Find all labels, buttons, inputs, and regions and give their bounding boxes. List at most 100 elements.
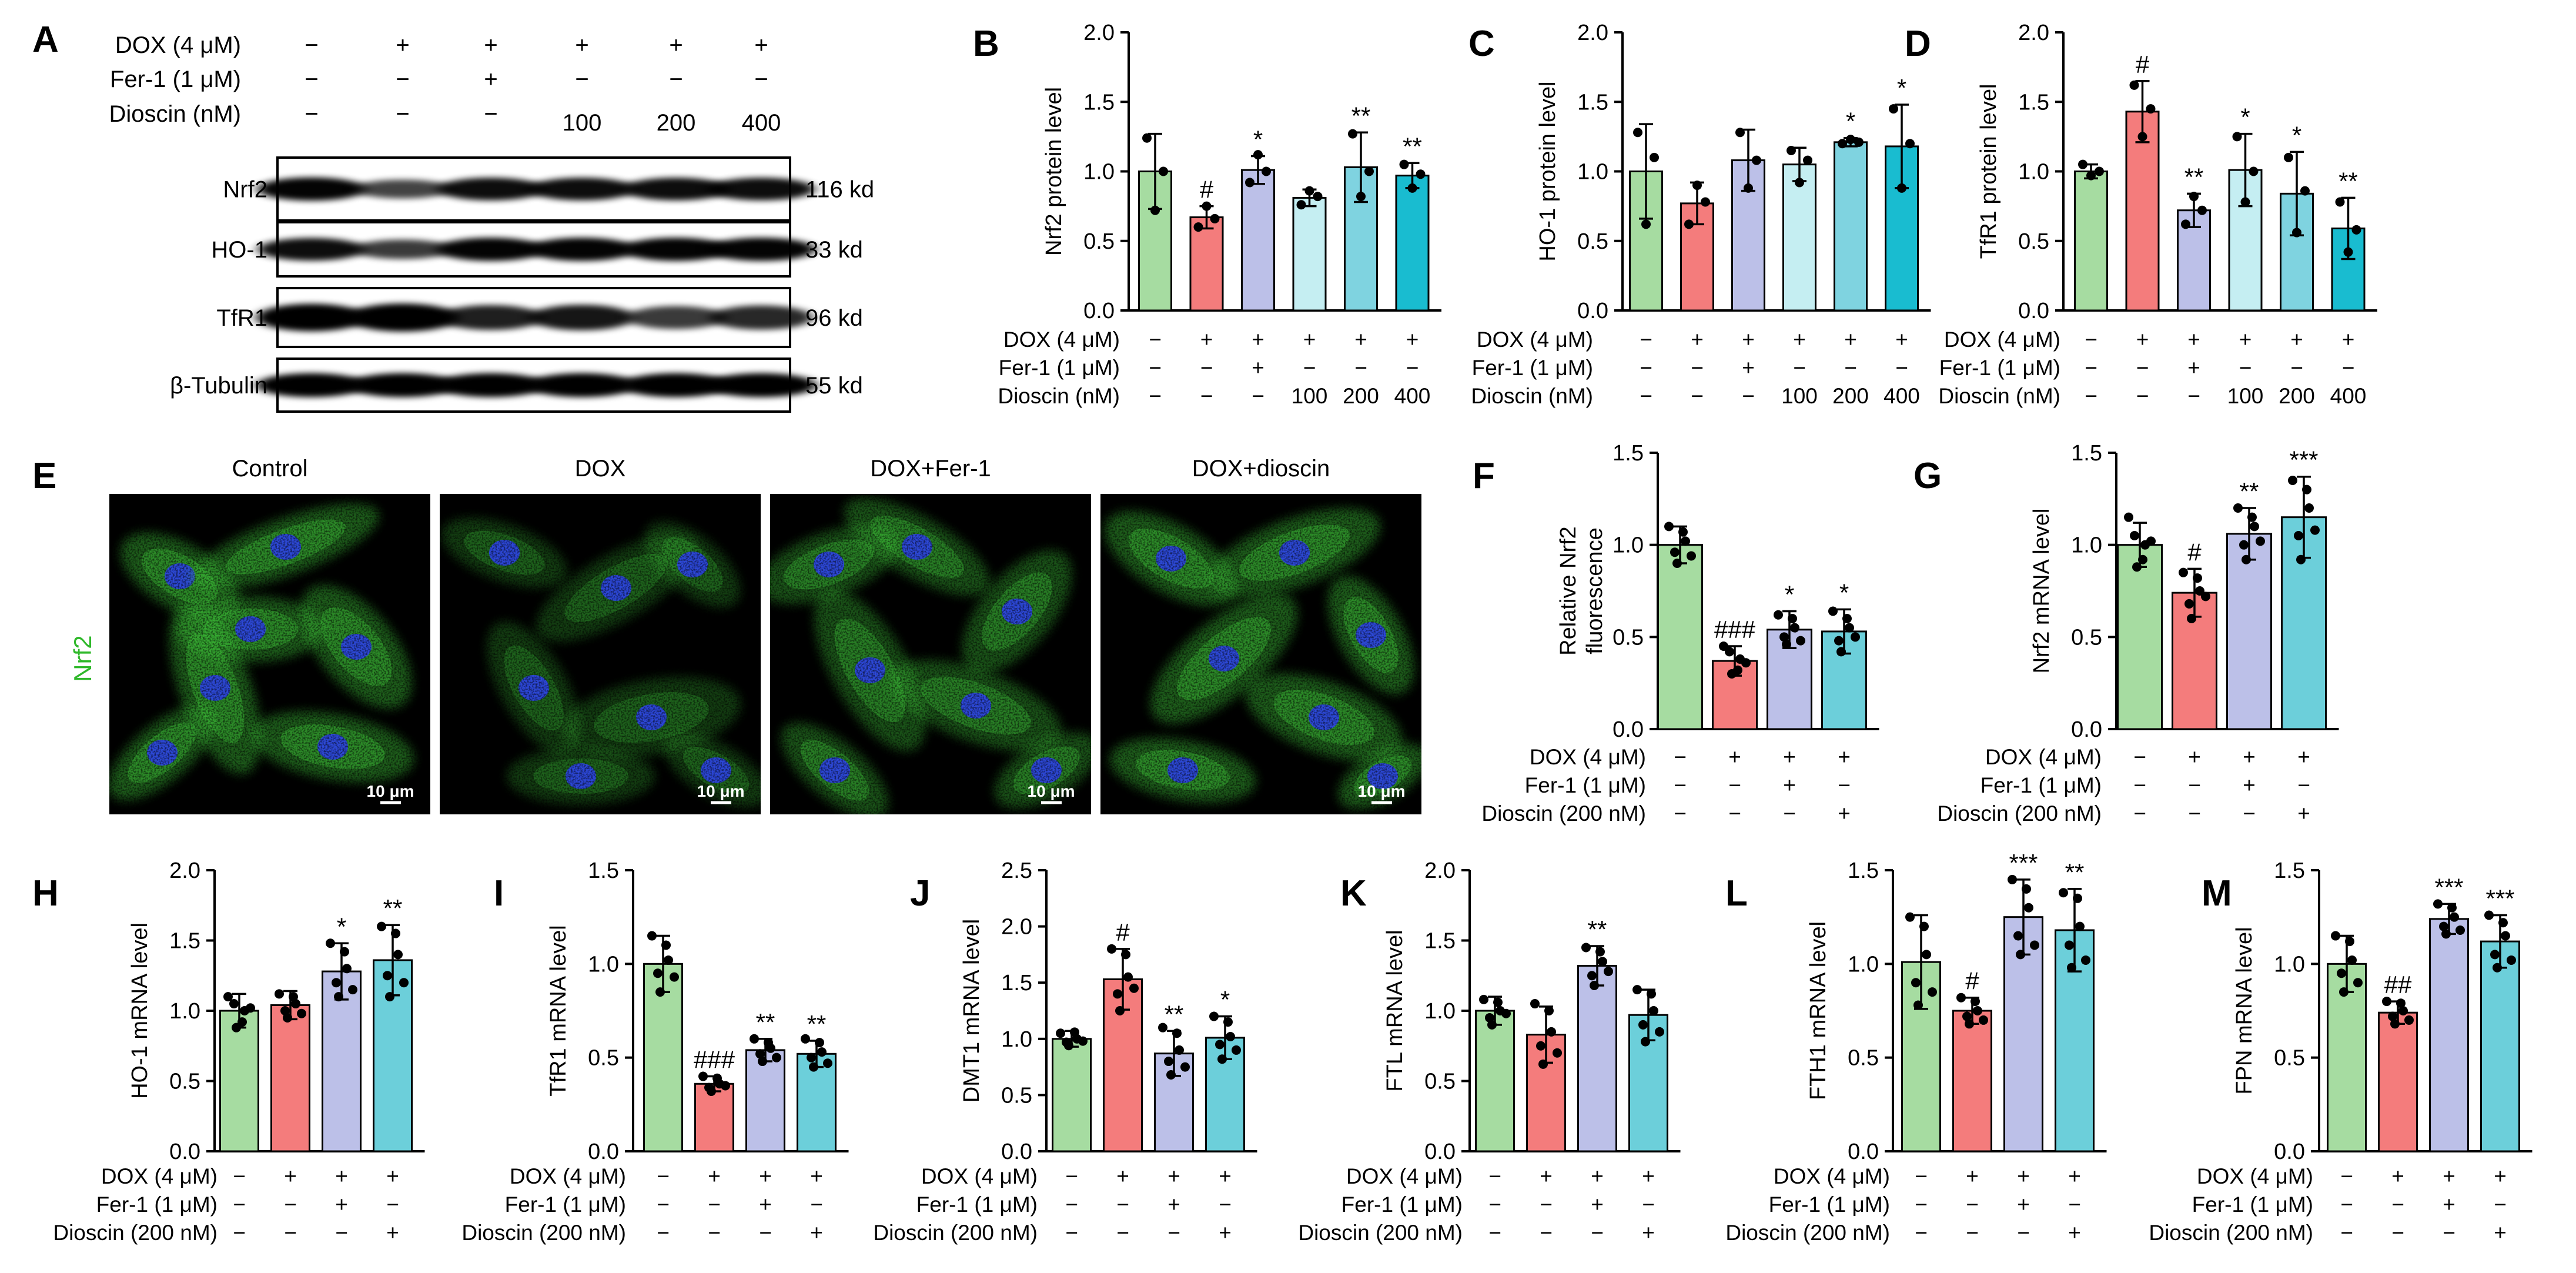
y-tick-label: 2.0 [1424, 858, 1456, 883]
treatment-value: − [396, 101, 409, 127]
data-point [2441, 929, 2451, 939]
panel-letter: M [2202, 873, 2232, 914]
treatment-label: Fer-1 (1 μM) [505, 1192, 626, 1217]
data-point [801, 1034, 810, 1044]
y-axis-label: Nrf2 mRNA level [2029, 509, 2054, 674]
treatment-value: + [335, 1192, 348, 1217]
data-point [1965, 1019, 1974, 1029]
data-point [1641, 1037, 1650, 1047]
data-point [2343, 247, 2353, 257]
treatment-value: 100 [1292, 384, 1328, 408]
treatment-value: 100 [1781, 384, 1818, 408]
treatment-value: + [810, 1164, 823, 1188]
data-point [1210, 213, 1220, 223]
data-point [2138, 554, 2147, 564]
data-point [2233, 503, 2243, 513]
treatment-value: 200 [657, 110, 696, 136]
data-point [1232, 1045, 1241, 1055]
confocal-image: 10 μm [770, 494, 1091, 814]
bar [1475, 1010, 1515, 1152]
panel-letter: D [1905, 24, 1931, 64]
speckle [1100, 494, 1421, 814]
data-point [1719, 641, 1728, 651]
data-point [1725, 647, 1734, 657]
panel-a-letter: A [32, 19, 59, 60]
data-point [2239, 540, 2249, 550]
treatment-value: − [2342, 356, 2355, 380]
data-point [1670, 547, 1680, 557]
data-point [2232, 132, 2242, 142]
y-tick-label: 2.0 [1577, 21, 1608, 45]
panel-letter: L [1725, 873, 1748, 914]
treatment-value: + [2017, 1192, 2030, 1217]
treatment-value: + [1838, 745, 1851, 769]
treatment-label: Fer-1 (1 μM) [110, 66, 241, 92]
data-point [1553, 1048, 1562, 1058]
treatment-label: Dioscin (nM) [109, 101, 241, 127]
treatment-label: DOX (4 μM) [1774, 1164, 1890, 1188]
y-tick-label: 1.0 [1424, 999, 1456, 1024]
blot-band [621, 373, 731, 397]
bar [1395, 175, 1430, 312]
data-point [2130, 531, 2139, 540]
treatment-value: − [2340, 1221, 2353, 1245]
treatment-value: − [1065, 1164, 1078, 1188]
data-point [2284, 152, 2293, 162]
treatment-value: − [657, 1192, 670, 1217]
y-axis-label: HO-1 protein level [1535, 81, 1560, 261]
significance-label: * [2292, 121, 2301, 149]
blot-band [353, 179, 452, 199]
blot-protein-label: HO-1 [211, 237, 267, 263]
treatment-value: + [708, 1164, 721, 1188]
significance-label: ** [807, 1010, 827, 1038]
data-point [1655, 1027, 1664, 1037]
bar [2429, 918, 2469, 1152]
treatment-label: Fer-1 (1 μM) [96, 1192, 218, 1217]
data-point [377, 921, 386, 931]
treatment-value: 200 [1343, 384, 1379, 408]
blot-size-label: 55 kd [805, 373, 863, 399]
data-point [1245, 178, 1254, 188]
treatment-value: 400 [1884, 384, 1920, 408]
treatment-value: − [233, 1221, 246, 1245]
data-point [2300, 186, 2310, 196]
treatment-value: + [335, 1164, 348, 1188]
treatment-value: + [484, 32, 497, 58]
y-tick-label: 1.5 [1577, 90, 1608, 115]
data-point [2484, 910, 2494, 920]
panel-letter: C [1468, 24, 1495, 64]
data-point [661, 940, 671, 950]
treatment-value: − [1742, 384, 1755, 408]
treatment-value: − [2391, 1221, 2404, 1245]
treatment-value: − [1783, 801, 1796, 826]
data-point [1493, 997, 1503, 1007]
data-point [1485, 1013, 1494, 1023]
treatment-value: − [305, 32, 318, 58]
treatment-value: + [2443, 1164, 2455, 1188]
y-tick-label: 0.5 [1083, 229, 1115, 254]
significance-label: # [1200, 176, 1214, 203]
treatment-value: + [1642, 1221, 1655, 1245]
data-point [1159, 166, 1168, 176]
y-tick-label: 0.5 [1001, 1083, 1032, 1108]
data-point [2337, 968, 2346, 978]
blot-band [353, 239, 453, 259]
data-point [399, 978, 409, 988]
panel-letter: J [910, 873, 930, 914]
bar [745, 1049, 785, 1152]
data-point [2256, 536, 2265, 546]
significance-label: * [1253, 125, 1263, 153]
y-axis-label: FTL mRNA level [1383, 930, 1407, 1091]
data-point [1253, 150, 1263, 160]
treatment-value: + [2494, 1164, 2507, 1188]
treatment-value: 200 [2279, 384, 2315, 408]
data-point [2008, 874, 2017, 884]
image-title: DOX+dioscin [1192, 456, 1330, 482]
data-point [2137, 132, 2147, 142]
data-point [2078, 159, 2087, 169]
treatment-label: DOX (4 μM) [921, 1164, 1038, 1188]
significance-label: * [1846, 108, 1855, 135]
scale-bar-label: 10 μm [1028, 782, 1075, 800]
data-point [2067, 963, 2076, 973]
y-tick-label: 0.0 [1001, 1140, 1032, 1164]
